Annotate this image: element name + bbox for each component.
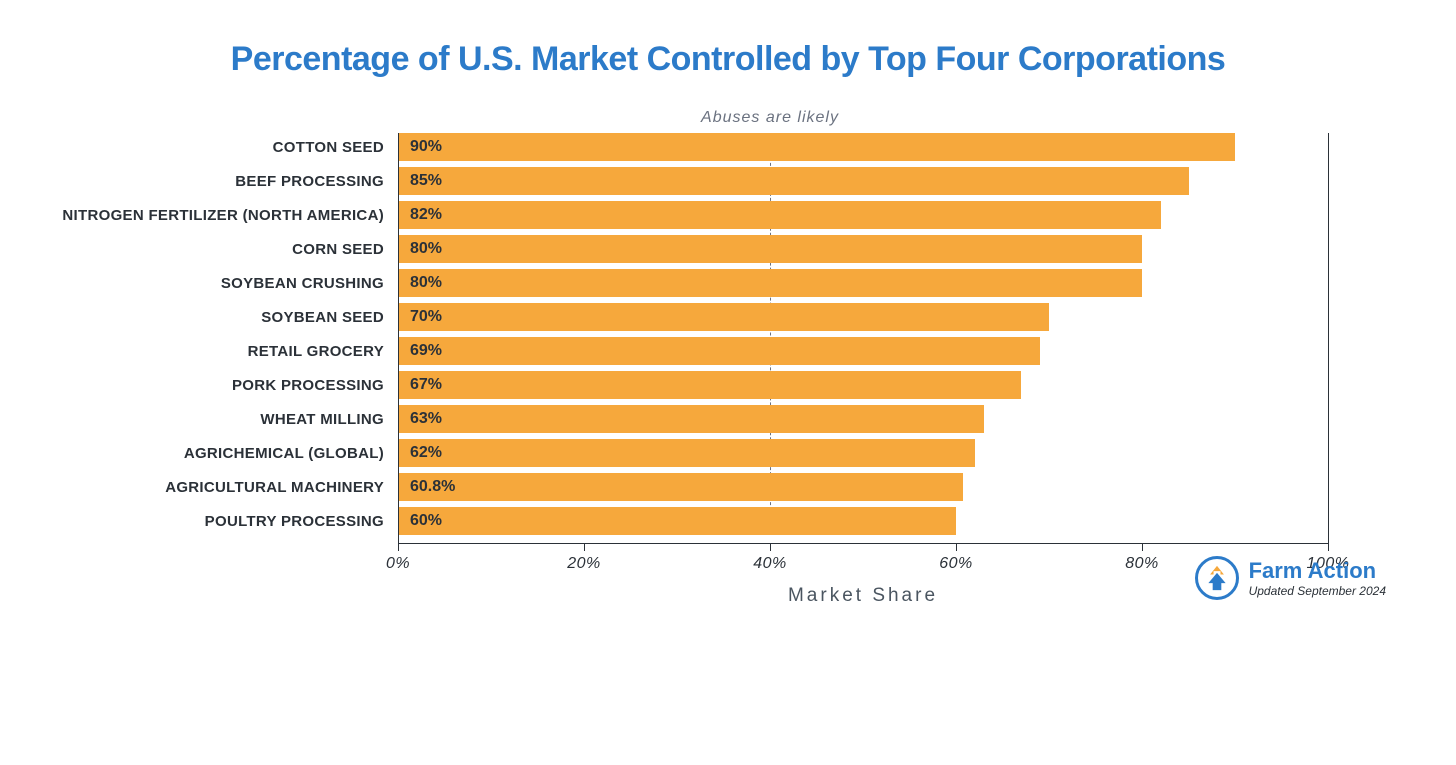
category-label: COTTON SEED: [60, 139, 398, 156]
bar: 70%: [398, 303, 1049, 331]
arrow-up-icon: [1198, 556, 1236, 600]
bar: 82%: [398, 201, 1161, 229]
category-label: SOYBEAN CRUSHING: [60, 275, 398, 292]
bar-row: AGRICHEMICAL (GLOBAL)62%: [60, 439, 1396, 467]
bar: 85%: [398, 167, 1189, 195]
category-label: BEEF PROCESSING: [60, 173, 398, 190]
bar-track: 80%: [398, 269, 1328, 297]
bar-track: 63%: [398, 405, 1328, 433]
x-tick-label: 20%: [567, 555, 601, 573]
bar-track: 62%: [398, 439, 1328, 467]
bar: 80%: [398, 269, 1142, 297]
bar-row: SOYBEAN CRUSHING80%: [60, 269, 1396, 297]
category-label: CORN SEED: [60, 241, 398, 258]
chart-container: Percentage of U.S. Market Controlled by …: [0, 0, 1456, 765]
category-label: WHEAT MILLING: [60, 411, 398, 428]
y-axis-line: [398, 133, 399, 543]
bar-track: 60.8%: [398, 473, 1328, 501]
chart-title: Percentage of U.S. Market Controlled by …: [60, 40, 1396, 79]
category-label: POULTRY PROCESSING: [60, 513, 398, 530]
x-tick-label: 60%: [939, 555, 973, 573]
farm-action-icon: [1195, 556, 1239, 600]
category-label: AGRICHEMICAL (GLOBAL): [60, 445, 398, 462]
bar-row: POULTRY PROCESSING60%: [60, 507, 1396, 535]
category-label: AGRICULTURAL MACHINERY: [60, 479, 398, 496]
bar-row: AGRICULTURAL MACHINERY60.8%: [60, 473, 1396, 501]
category-label: RETAIL GROCERY: [60, 343, 398, 360]
bar-row: WHEAT MILLING63%: [60, 405, 1396, 433]
y-axis-line-right: [1328, 133, 1329, 543]
source-logo: Farm Action Updated September 2024: [1195, 556, 1386, 600]
bar-track: 67%: [398, 371, 1328, 399]
logo-text: Farm Action: [1249, 558, 1386, 584]
x-tick-label: 0%: [386, 555, 410, 573]
x-tick-label: 40%: [753, 555, 787, 573]
bar-track: 85%: [398, 167, 1328, 195]
bar: 63%: [398, 405, 984, 433]
bar-row: NITROGEN FERTILIZER (NORTH AMERICA)82%: [60, 201, 1396, 229]
bar-row: PORK PROCESSING67%: [60, 371, 1396, 399]
logo-subtext: Updated September 2024: [1249, 584, 1386, 598]
bar-track: 80%: [398, 235, 1328, 263]
bar: 67%: [398, 371, 1021, 399]
x-axis-line: [398, 543, 1328, 544]
bar: 62%: [398, 439, 975, 467]
x-tick-label: 80%: [1125, 555, 1159, 573]
bar-track: 70%: [398, 303, 1328, 331]
bar-track: 82%: [398, 201, 1328, 229]
bar: 69%: [398, 337, 1040, 365]
bar: 60%: [398, 507, 956, 535]
bar-row: CORN SEED80%: [60, 235, 1396, 263]
category-label: SOYBEAN SEED: [60, 309, 398, 326]
bar-row: COTTON SEED90%: [60, 133, 1396, 161]
bar-track: 69%: [398, 337, 1328, 365]
category-label: NITROGEN FERTILIZER (NORTH AMERICA): [60, 207, 398, 224]
bar: 60.8%: [398, 473, 963, 501]
bar-row: SOYBEAN SEED70%: [60, 303, 1396, 331]
category-label: PORK PROCESSING: [60, 377, 398, 394]
bar: 80%: [398, 235, 1142, 263]
bar-row: RETAIL GROCERY69%: [60, 337, 1396, 365]
bar-track: 90%: [398, 133, 1328, 161]
reference-annotation: Abuses are likely: [701, 109, 839, 127]
bar-row: BEEF PROCESSING85%: [60, 167, 1396, 195]
bar: 90%: [398, 133, 1235, 161]
bar-track: 60%: [398, 507, 1328, 535]
x-axis-title: Market Share: [788, 585, 938, 607]
